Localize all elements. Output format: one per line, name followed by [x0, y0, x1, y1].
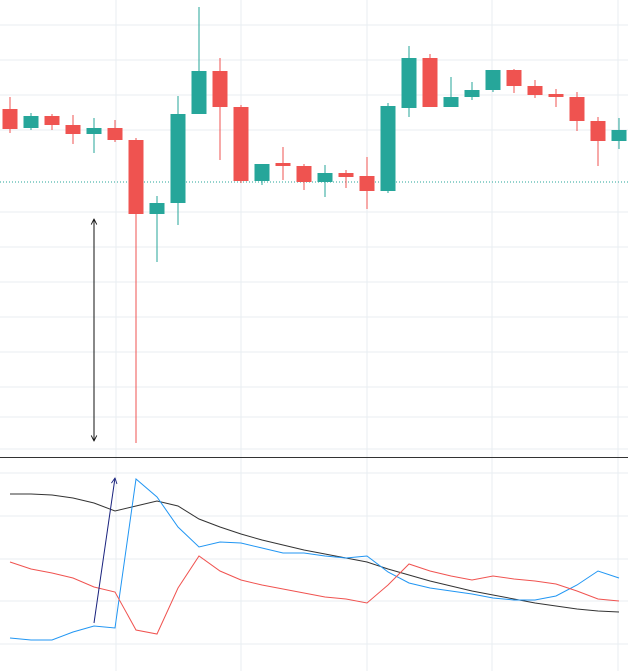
candle-body: [443, 97, 459, 107]
candle-body: [170, 114, 186, 203]
candle-body: [65, 125, 81, 134]
candle-body: [611, 130, 627, 141]
candle-body: [338, 173, 354, 177]
indicator-line: [9, 478, 620, 641]
candle-body: [149, 203, 165, 214]
candle-body: [527, 86, 543, 95]
candle-body: [485, 70, 501, 90]
candle-body: [569, 97, 585, 121]
candle-body: [107, 128, 123, 140]
candle-body: [233, 107, 249, 181]
candle-body: [275, 163, 291, 166]
candle-body: [23, 116, 39, 128]
indicator-line: [9, 555, 620, 635]
candle-body: [359, 176, 375, 191]
plots: [0, 7, 628, 641]
candle-body: [86, 128, 102, 134]
candle-body: [401, 58, 417, 108]
candle-body: [191, 71, 207, 114]
candle-body: [128, 140, 144, 214]
candle-body: [44, 116, 60, 125]
candle-body: [548, 94, 564, 97]
candle-body: [590, 121, 606, 141]
indicator-line: [10, 493, 620, 613]
trend-arrow: [93, 478, 115, 624]
candle-body: [296, 166, 312, 182]
candle-body: [2, 109, 18, 129]
candle-body: [506, 70, 522, 86]
candle-body: [380, 106, 396, 191]
candle-body: [212, 71, 228, 107]
candle-body: [464, 90, 480, 97]
candle-body: [317, 173, 333, 182]
candle-body: [254, 164, 270, 181]
candle-body: [422, 58, 438, 107]
